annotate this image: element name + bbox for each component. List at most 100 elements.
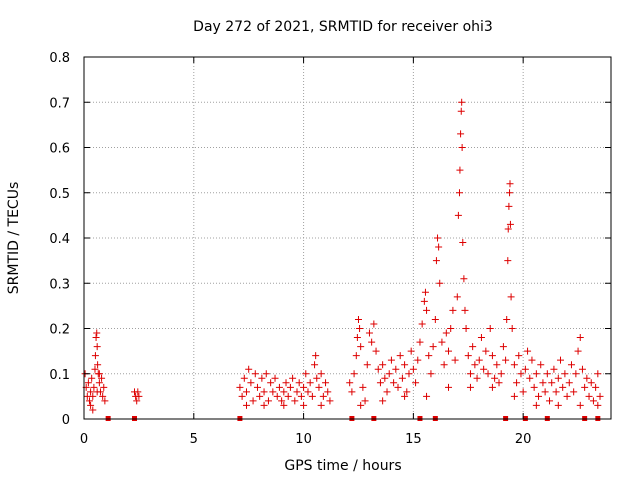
data-point (583, 374, 591, 382)
data-point (458, 144, 466, 151)
data-point (354, 315, 362, 323)
data-point (269, 388, 277, 396)
data-point (436, 279, 444, 287)
data-point (576, 401, 584, 409)
y-tick-label: 0.7 (49, 96, 70, 111)
data-point (313, 374, 321, 382)
x-tick-label: 5 (190, 432, 198, 447)
data-point (475, 356, 483, 364)
data-point (90, 383, 98, 391)
data-point (528, 356, 536, 364)
data-point (418, 320, 426, 328)
data-point (93, 329, 101, 337)
data-point (459, 239, 467, 247)
data-point (346, 379, 354, 387)
data-point (284, 392, 292, 400)
data-point (363, 361, 371, 369)
data-point (293, 388, 301, 396)
data-point (100, 383, 108, 391)
data-point (392, 365, 400, 373)
data-point (357, 401, 365, 409)
data-point (242, 388, 250, 396)
data-point (431, 315, 439, 323)
data-point (530, 383, 538, 391)
data-point (99, 392, 107, 400)
data-point (554, 374, 562, 382)
data-point (455, 189, 463, 197)
data-point (515, 352, 523, 360)
data-point (379, 361, 387, 369)
data-point (238, 392, 246, 400)
data-point (594, 401, 602, 409)
y-tick-label: 0.6 (49, 142, 70, 157)
data-point (508, 325, 516, 332)
data-point (251, 370, 259, 378)
data-point (260, 401, 268, 409)
data-point (245, 365, 253, 373)
data-point (548, 379, 556, 387)
data-point (387, 356, 395, 364)
data-point (526, 374, 534, 382)
data-point (379, 397, 387, 405)
data-point (503, 315, 511, 323)
data-point (258, 374, 266, 382)
data-point (291, 397, 299, 405)
y-tick-label: 0.1 (49, 368, 70, 383)
data-point (556, 356, 564, 364)
data-point (133, 397, 141, 405)
data-point (416, 338, 424, 346)
y-tick-label: 0.8 (49, 51, 70, 66)
data-point (311, 361, 319, 369)
data-point (543, 370, 551, 378)
data-point (469, 343, 477, 351)
data-point (521, 365, 529, 373)
data-point (507, 293, 515, 301)
data-point (326, 397, 334, 405)
data-point (91, 352, 99, 360)
data-point (236, 383, 244, 391)
x-tick-label: 10 (295, 432, 312, 447)
y-axis-label: SRMTID / TECUs (6, 182, 22, 295)
data-point (280, 401, 288, 409)
data-point (488, 352, 496, 360)
data-point (94, 361, 102, 369)
data-point (409, 365, 417, 373)
data-point (273, 392, 281, 400)
data-point (581, 383, 589, 391)
data-point (561, 370, 569, 378)
data-point (297, 392, 305, 400)
data-point (559, 383, 567, 391)
data-point (319, 392, 327, 400)
data-point (457, 130, 465, 138)
data-point (93, 343, 101, 351)
data-point (546, 397, 554, 405)
data-point (589, 397, 597, 405)
data-point (541, 388, 549, 396)
data-point (493, 361, 501, 369)
data-point (462, 325, 470, 332)
data-point (89, 392, 97, 400)
data-point (432, 257, 440, 265)
data-point (278, 397, 286, 405)
data-point (585, 392, 593, 400)
data-point (435, 243, 443, 251)
data-point (91, 365, 99, 373)
data-point (403, 388, 411, 396)
data-point (440, 361, 448, 369)
data-point (445, 347, 453, 355)
data-point (596, 392, 604, 400)
y-tick-label: 0.3 (49, 277, 70, 292)
data-point (438, 338, 446, 346)
data-point (434, 234, 442, 242)
data-point (563, 392, 571, 400)
data-point (84, 379, 92, 387)
data-point (532, 401, 540, 409)
data-point (510, 361, 518, 369)
data-point (87, 401, 95, 409)
data-point (425, 352, 433, 360)
data-point (517, 370, 525, 378)
data-point (506, 180, 514, 188)
data-point (567, 361, 575, 369)
data-point (275, 383, 283, 391)
